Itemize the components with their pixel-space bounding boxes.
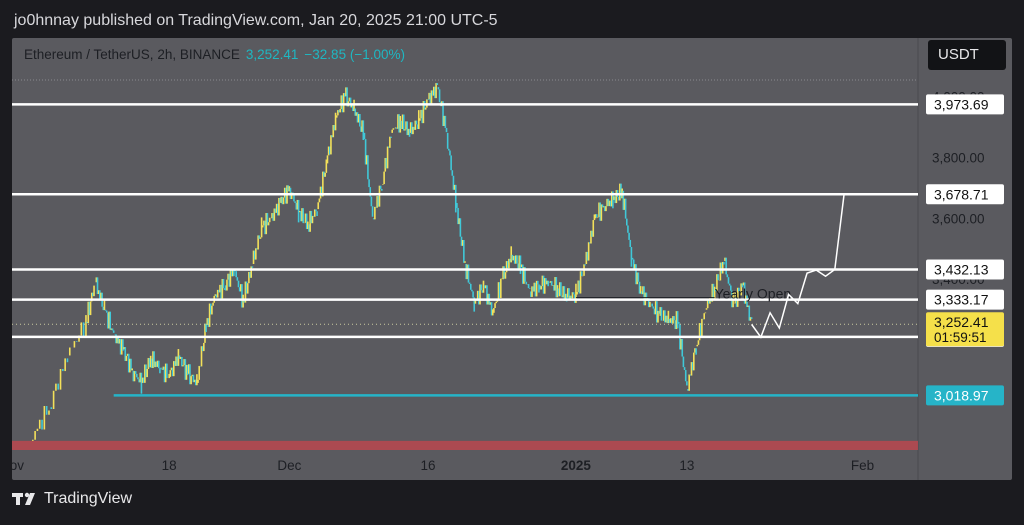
publish-caption: jo0hnnay published on TradingView.com, J… [14, 12, 498, 29]
level-price-label: 3,678.71 [934, 186, 989, 202]
chart-panel[interactable]: 4,000.003,800.003,600.003,400.00Nov18Dec… [12, 38, 1012, 480]
currency-button[interactable]: USDT [928, 40, 1006, 70]
projection-path [750, 194, 845, 339]
x-tick-label: 18 [162, 458, 177, 473]
y-tick-label: 3,600.00 [932, 211, 985, 226]
level-price-label-bg [926, 94, 1004, 115]
level-price-label-bg [926, 259, 1004, 280]
x-tick-label: Feb [851, 458, 874, 473]
current-price-label: 3,252.41 [934, 314, 989, 330]
x-tick-label: 2025 [561, 458, 592, 473]
symbol-name: Ethereum / TetherUS, 2h, BINANCE [24, 47, 240, 62]
symbol-legend: Ethereum / TetherUS, 2h, BINANCE 3,252.41… [24, 47, 405, 62]
price-series [32, 83, 753, 441]
support-price-label: 3,018.97 [934, 387, 989, 403]
price-chart[interactable]: 4,000.003,800.003,600.003,400.00Nov18Dec… [12, 38, 1012, 480]
legend-change: −32.85 (−1.00%) [304, 47, 405, 62]
level-price-label: 3,432.13 [934, 261, 989, 277]
x-tick-label: 13 [679, 458, 694, 473]
y-tick-label: 3,800.00 [932, 150, 985, 165]
brand-name: TradingView [44, 490, 133, 507]
tradingview-logo-icon [12, 491, 38, 507]
brand-footer: TradingView [12, 490, 132, 508]
support-price-label-bg [926, 385, 1004, 406]
x-tick-label: Dec [277, 458, 301, 473]
current-price-badge-bg [926, 312, 1004, 347]
level-price-label: 3,333.17 [934, 292, 989, 308]
legend-price: 3,252.41 [245, 47, 299, 62]
level-price-label-bg [926, 184, 1004, 205]
countdown-label: 01:59:51 [934, 330, 987, 345]
yearly-open-label: Yearly Open [715, 286, 792, 302]
x-tick-label: 16 [421, 458, 436, 473]
level-price-label-bg [926, 289, 1004, 310]
level-price-label: 3,973.69 [934, 96, 989, 112]
red-zone [12, 440, 918, 450]
x-tick-label: Nov [12, 458, 24, 473]
